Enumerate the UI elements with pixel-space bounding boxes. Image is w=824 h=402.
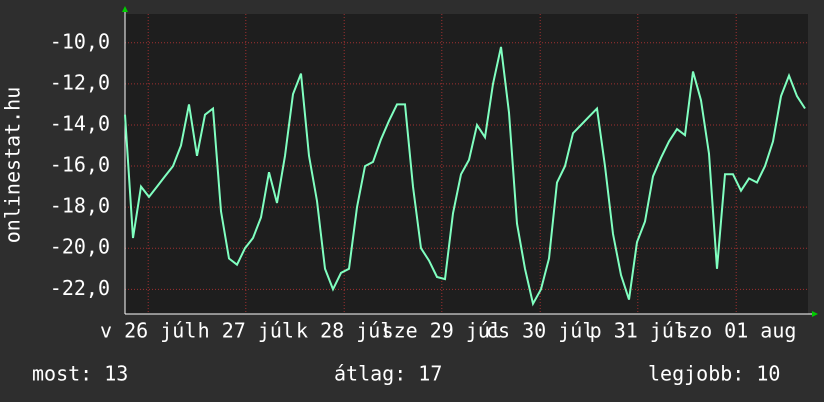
y-tick-label: -18,0 (50, 194, 110, 218)
footer-current: most: 13 (32, 362, 128, 386)
y-tick-label: -12,0 (50, 70, 110, 94)
x-tick-label: h 27 júl (198, 319, 294, 343)
y-tick-label: -16,0 (50, 153, 110, 177)
y-tick-label: -10,0 (50, 29, 110, 53)
x-tick-label: v 26 júl (100, 319, 196, 343)
x-tick-label: sze 29 júl (382, 319, 502, 343)
x-tick-label: k 28 júl (296, 319, 392, 343)
x-axis-arrow (812, 311, 818, 317)
grid (125, 14, 808, 314)
footer-average: átlag: 17 (334, 362, 442, 386)
y-tick-label: -20,0 (50, 235, 110, 259)
x-tick-label: szo 01 aug (676, 319, 796, 343)
x-tick-label: p 31 júl (590, 319, 686, 343)
x-tick-label: cs 30 júl (486, 319, 594, 343)
y-tick-label: -22,0 (50, 276, 110, 300)
y-axis-arrow (122, 6, 128, 12)
y-axis-label: onlinestat.hu (1, 87, 25, 244)
y-tick-label: -14,0 (50, 111, 110, 135)
footer-best: legjobb: 10 (648, 362, 780, 386)
data-line (124, 46, 806, 307)
